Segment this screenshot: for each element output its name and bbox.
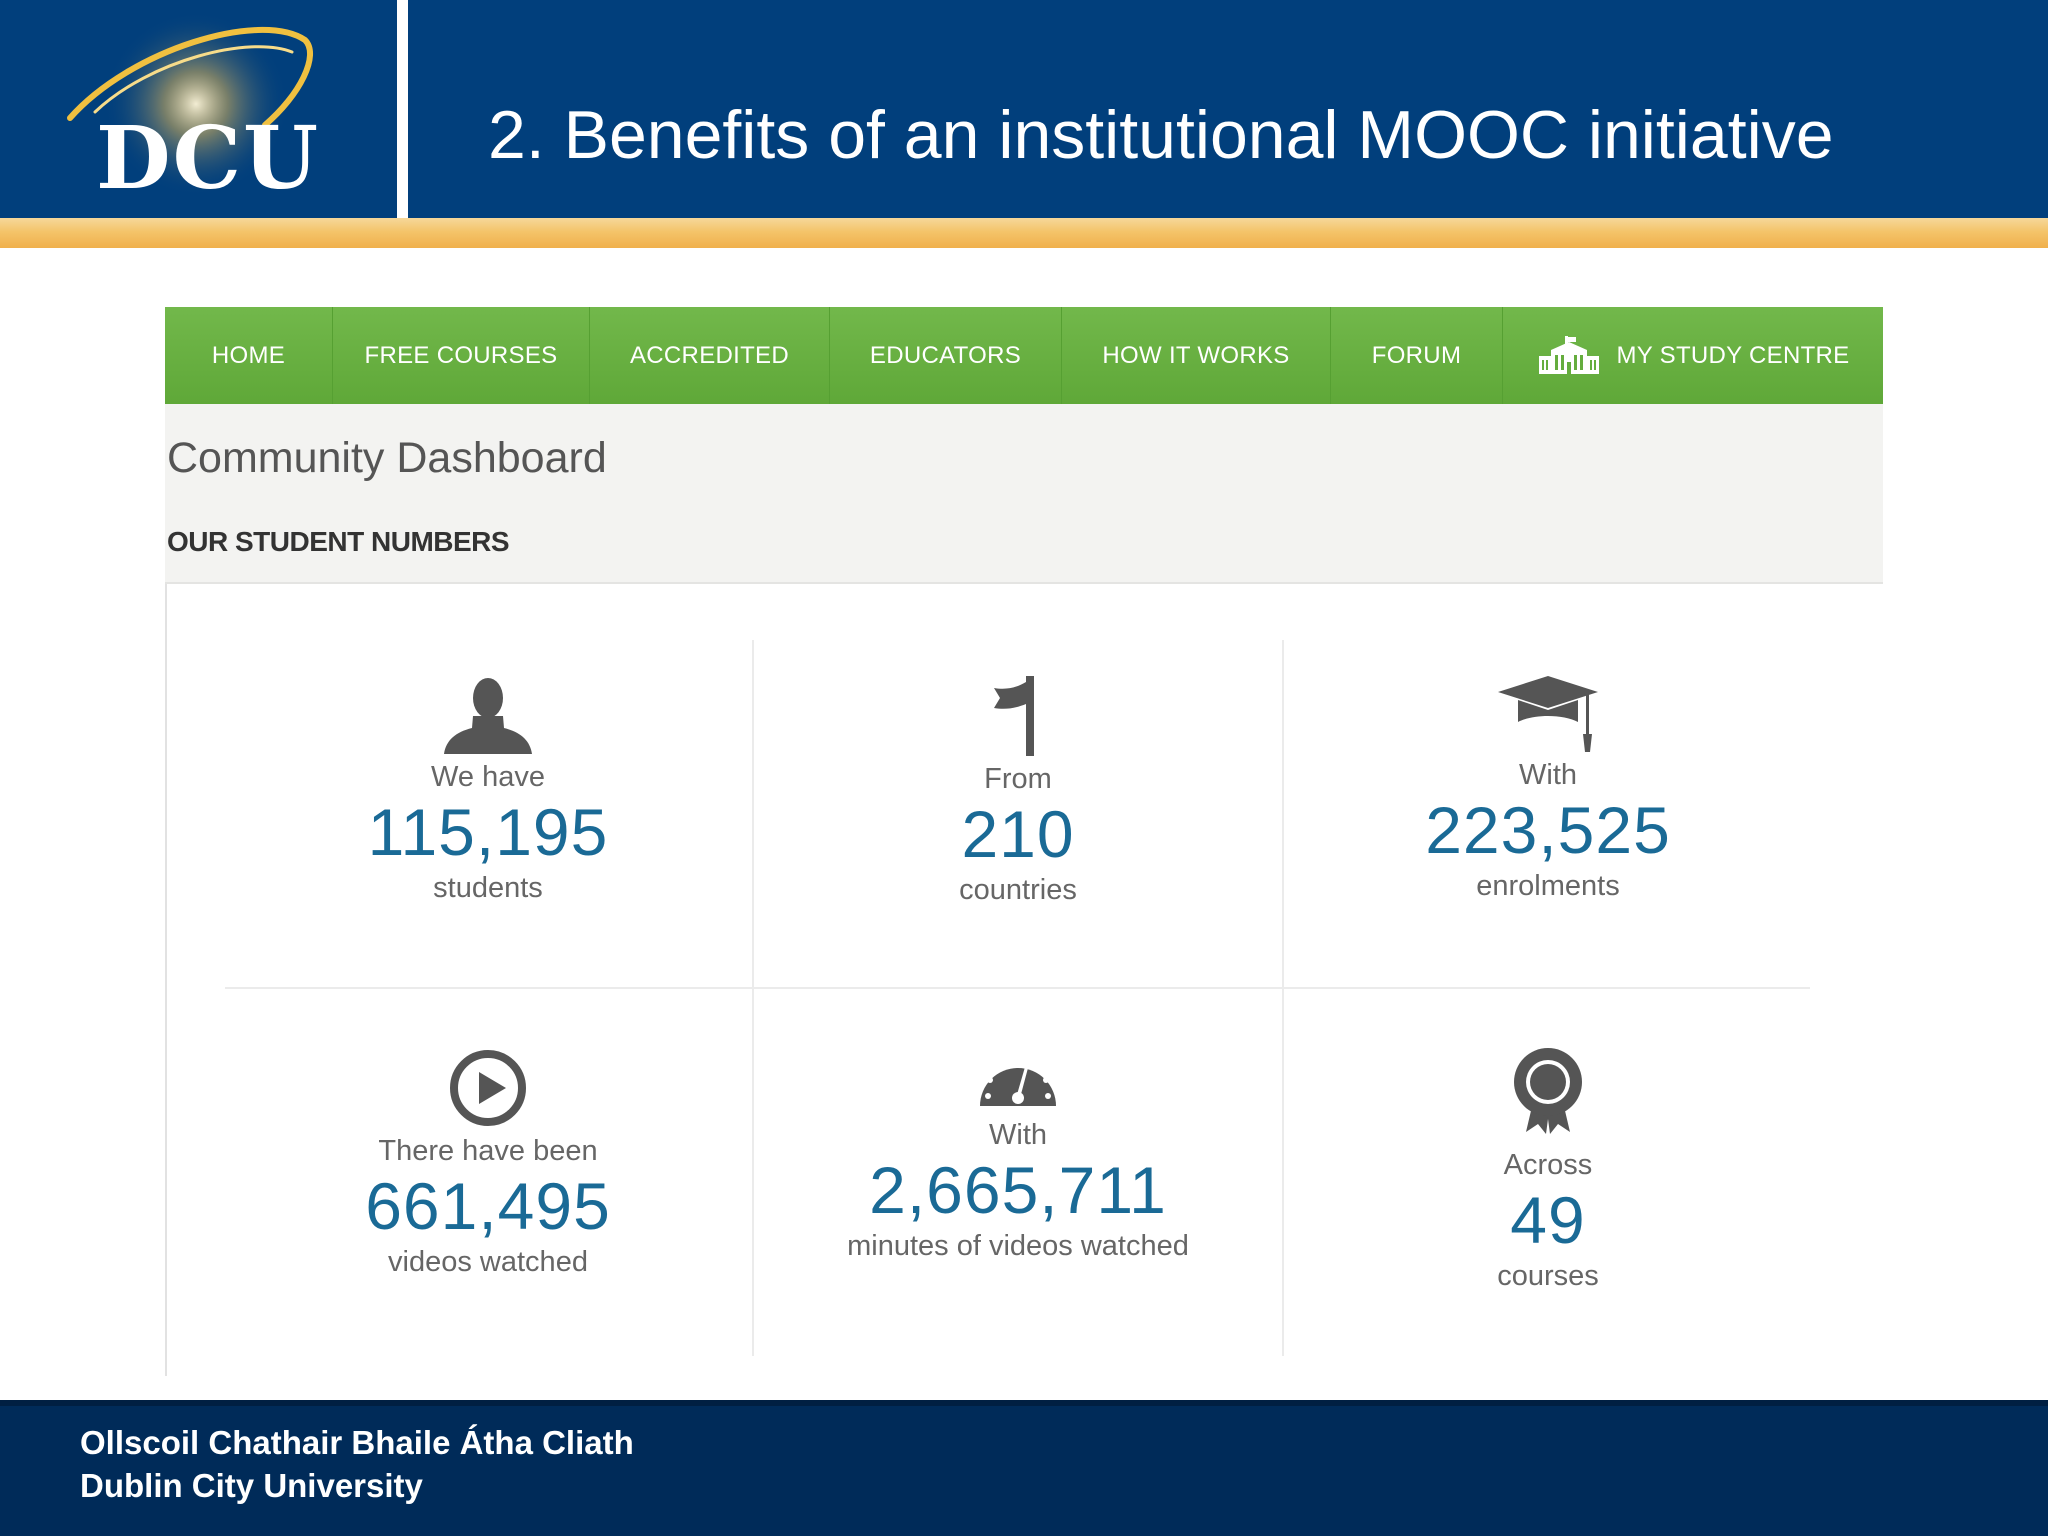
nav-item-my-study-centre[interactable]: MY STUDY CENTRE: [1503, 307, 1883, 404]
stat-countries: From 210 countries: [768, 676, 1268, 908]
stat-courses: Across 49 courses: [1298, 1046, 1798, 1294]
stat-value: 2,665,711: [869, 1153, 1167, 1227]
stat-minutes-watched: With 2,665,711 minutes of videos watched: [768, 1046, 1268, 1264]
dashboard-header: Community Dashboard OUR STUDENT NUMBERS: [165, 404, 1883, 584]
nav-label: HOME: [211, 341, 286, 369]
stat-unit: students: [433, 872, 543, 904]
section-heading: OUR STUDENT NUMBERS: [167, 526, 510, 557]
nav-item-home[interactable]: HOME: [165, 307, 333, 404]
nav-label: ACCREDITED: [629, 341, 789, 369]
nav-item-forum[interactable]: FORUM: [1331, 307, 1503, 404]
flag-icon: [994, 676, 1034, 756]
gold-band: [0, 218, 2048, 248]
stat-label: There have been: [378, 1135, 598, 1167]
footer-top-border: [0, 1400, 2048, 1406]
stat-value: 661,495: [365, 1169, 611, 1243]
stat-label: From: [984, 763, 1052, 795]
stat-value: 223,525: [1425, 793, 1671, 867]
person-icon: [444, 678, 532, 754]
stat-label: We have: [431, 761, 545, 793]
nav-item-free-courses[interactable]: FREE COURSES: [333, 307, 590, 404]
nav-item-how-it-works[interactable]: HOW IT WORKS: [1062, 307, 1331, 404]
nav-label: HOW IT WORKS: [1102, 341, 1290, 369]
building-icon: [1537, 335, 1601, 376]
slide-footer: [0, 1400, 2048, 1536]
stat-value: 210: [961, 797, 1075, 871]
stat-label: With: [989, 1119, 1047, 1151]
gauge-icon: [980, 1055, 1056, 1106]
slide-header: DCU 2. Benefits of an institutional MOOC…: [0, 0, 2048, 218]
stat-videos-watched: There have been 661,495 videos watched: [238, 1046, 738, 1280]
nav-label: FORUM: [1371, 341, 1462, 369]
slide-title: 2. Benefits of an institutional MOOC ini…: [488, 97, 1834, 173]
stat-unit: minutes of videos watched: [847, 1230, 1189, 1262]
stat-value: 49: [1510, 1183, 1586, 1257]
dcu-logo: DCU: [0, 0, 397, 218]
row-divider: [225, 987, 1810, 989]
stat-unit: courses: [1497, 1260, 1599, 1292]
nav-label: FREE COURSES: [364, 341, 558, 369]
nav-item-educators[interactable]: EDUCATORS: [830, 307, 1062, 404]
logo-divider: [397, 0, 408, 218]
column-divider: [1282, 640, 1284, 1356]
stat-students: We have 115,195 students: [238, 676, 738, 906]
stat-value: 115,195: [367, 795, 609, 869]
stat-enrolments: With 223,525 enrolments: [1298, 676, 1798, 904]
main-nav: HOME FREE COURSES ACCREDITED EDUCATORS H…: [165, 307, 1883, 406]
nav-label: MY STUDY CENTRE: [1616, 341, 1850, 369]
stat-unit: countries: [959, 874, 1077, 906]
page-title: Community Dashboard: [167, 434, 607, 482]
nav-item-accredited[interactable]: ACCREDITED: [590, 307, 830, 404]
stat-label: Across: [1503, 1149, 1593, 1181]
footer-english-name: Dublin City University: [80, 1467, 423, 1504]
nav-label: EDUCATORS: [869, 341, 1022, 369]
logo-swoosh-icon: [67, 12, 313, 196]
award-ribbon-icon: [1514, 1048, 1582, 1134]
column-divider: [752, 640, 754, 1356]
stat-unit: enrolments: [1476, 870, 1620, 902]
stats-panel: We have 115,195 students From 210 countr…: [165, 584, 1885, 1376]
stat-unit: videos watched: [388, 1246, 588, 1278]
play-icon: [450, 1050, 526, 1126]
footer-irish-name: Ollscoil Chathair Bhaile Átha Cliath: [80, 1424, 634, 1461]
stat-label: With: [1519, 759, 1577, 791]
logo-text: DCU: [96, 108, 321, 209]
graduation-cap-icon: [1498, 676, 1598, 752]
